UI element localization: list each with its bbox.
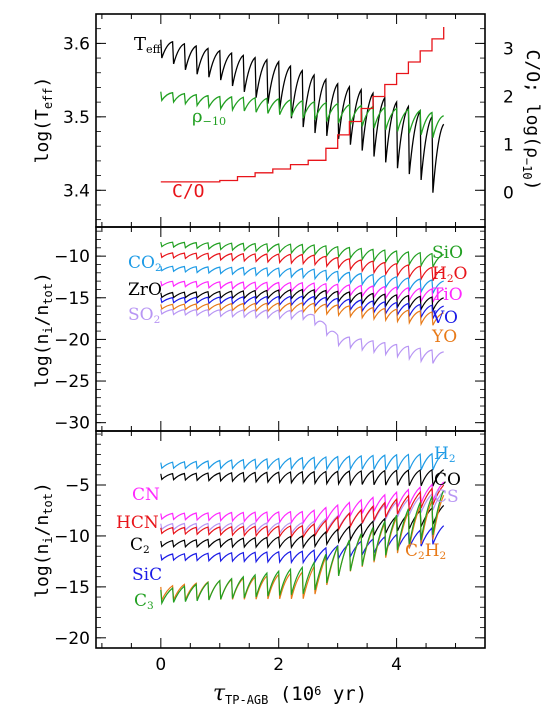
y-tick-label: −15	[54, 289, 90, 309]
y-tick-label: −25	[54, 372, 90, 392]
series-label-HCN: HCN	[116, 513, 159, 533]
series-line-YO	[160, 302, 444, 327]
series-line-SO2	[160, 308, 444, 364]
y-tick-label: −10	[54, 527, 90, 547]
y-tick-label: 3.4	[63, 181, 90, 201]
series-label-C2: C2	[130, 535, 150, 556]
series-label-H2O: H2O	[432, 264, 467, 285]
series-label-VO: VO	[431, 308, 458, 328]
series-label-CO: CO	[434, 470, 461, 490]
series-line-CO2	[160, 265, 444, 295]
series-label-teff: Teff	[134, 34, 162, 56]
svg-text:log(ni/ntot): log(ni/ntot)	[32, 482, 55, 598]
series-line-ZrO	[160, 288, 444, 312]
y-tick-label: −10	[54, 247, 90, 267]
series-line-H2	[160, 452, 445, 472]
y-tick-label: −20	[54, 629, 90, 649]
series-label-H2: H2	[434, 444, 456, 465]
series-line-Teff	[160, 39, 445, 193]
y2-tick-label: 1	[503, 135, 514, 155]
series-line-C2H2	[160, 494, 445, 603]
y-tick-label: 3.6	[63, 34, 90, 54]
series-line-C3	[160, 489, 445, 606]
series-label-co-ratio: C/O	[172, 181, 205, 202]
series-line-SiO	[160, 241, 444, 269]
series-line-CO	[160, 27, 445, 183]
series-label-SiO: SiO	[432, 243, 463, 263]
series-label-ZrO: ZrO	[128, 280, 162, 300]
series-line-TiO	[160, 280, 444, 304]
x-tick-label: 2	[273, 655, 284, 675]
series-line-H2O	[160, 252, 444, 282]
series-line-CO	[160, 468, 445, 487]
y-tick-label: −20	[54, 330, 90, 350]
svg-text:C/O; log(ρ−10): C/O; log(ρ−10)	[520, 50, 543, 191]
series-label-TiO: TiO	[432, 285, 463, 305]
y2-tick-label: 2	[503, 88, 514, 108]
y-tick-label: −5	[65, 476, 90, 496]
series-line-VO	[160, 295, 444, 320]
x-tick-label: 4	[391, 655, 402, 675]
series-label-CN: CN	[132, 485, 160, 505]
axis-labels: log(Teff) C/O; log(ρ−10) log(ni/ntot) log(n…	[32, 50, 543, 707]
y-axis-label-top: log(Teff)	[32, 77, 55, 164]
y-tick-label: −30	[54, 414, 90, 434]
series-label-C2H2: C2H2	[405, 541, 446, 562]
y2-tick-label: 0	[503, 183, 514, 203]
x-tick-label: 0	[155, 655, 166, 675]
svg-text:log(Teff): log(Teff)	[32, 77, 55, 164]
y-tick-label: 3.5	[63, 108, 90, 128]
panel-frame-bottom	[95, 430, 486, 649]
series-label-YO: YO	[431, 327, 457, 347]
series-label-C3: C3	[134, 591, 154, 612]
series-label-rho: ρ−10	[192, 106, 226, 128]
y-tick-label: −15	[54, 578, 90, 598]
y-axis-label-right: C/O; log(ρ−10)	[520, 50, 543, 191]
series-line-HCN	[160, 484, 445, 540]
series-label-CO2: CO2	[128, 253, 162, 274]
x-axis-label: τTP-AGB (106 yr)	[213, 681, 367, 707]
series-label-SO2: SO2	[128, 305, 160, 326]
series-line-10	[160, 91, 444, 138]
series-line-CN	[160, 481, 445, 525]
svg-text:log(ni/ntot): log(ni/ntot)	[32, 272, 55, 388]
y2-tick-label: 3	[503, 40, 514, 60]
series-label-CS: CS	[434, 487, 459, 507]
y-axis-label-bottom: log(ni/ntot)	[32, 482, 55, 598]
y-axis-label-middle: log(ni/ntot)	[32, 272, 55, 388]
series-label-SiC: SiC	[132, 565, 162, 585]
chart-panels: 3.4 3.5 3.6 −10 −15 −20 −25 −30 −5 −10 −15 −20 0 1 2 3 T…	[54, 13, 514, 675]
